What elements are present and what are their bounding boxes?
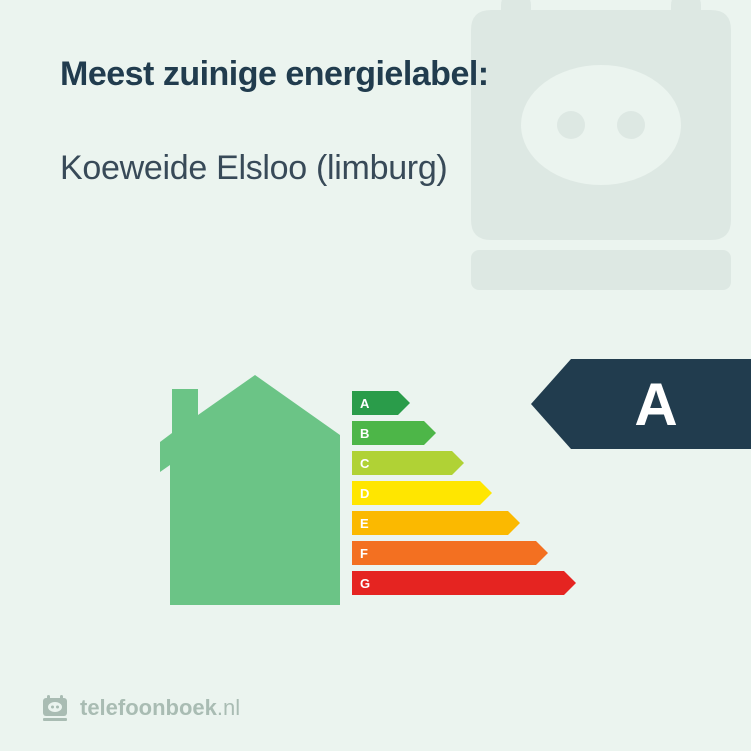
bar-letter: G	[360, 576, 370, 591]
bar-letter: F	[360, 546, 368, 561]
bar-letter: E	[360, 516, 369, 531]
energy-bar-d: D	[352, 479, 564, 507]
energy-bar-c: C	[352, 449, 564, 477]
current-label-badge: A	[531, 359, 751, 449]
page-title: Meest zuinige energielabel:	[60, 55, 691, 94]
badge-arrow	[531, 359, 571, 449]
energy-bar-g: G	[352, 569, 564, 597]
bar-shape	[352, 481, 480, 505]
location-name: Koeweide Elsloo (limburg)	[60, 149, 691, 188]
energy-bar-e: E	[352, 509, 564, 537]
rolodex-icon	[40, 693, 70, 723]
badge-body: A	[571, 359, 751, 449]
bar-shape	[352, 511, 508, 535]
energy-bar-f: F	[352, 539, 564, 567]
badge-letter: A	[634, 370, 677, 439]
bar-letter: B	[360, 426, 369, 441]
bar-letter: D	[360, 486, 369, 501]
bar-letter: C	[360, 456, 369, 471]
footer-text: telefoonboek.nl	[80, 695, 240, 721]
bar-shape	[352, 391, 398, 415]
bar-shape	[352, 541, 536, 565]
footer-brand: telefoonboek.nl	[40, 693, 240, 723]
bar-shape	[352, 571, 564, 595]
bar-letter: A	[360, 396, 369, 411]
house-icon	[160, 375, 340, 605]
